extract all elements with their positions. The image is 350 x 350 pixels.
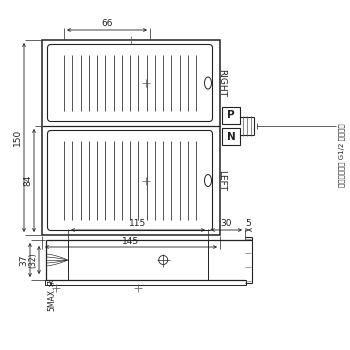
Text: 115: 115 [130, 219, 147, 229]
Text: 145: 145 [122, 237, 140, 245]
Text: RIGHT: RIGHT [217, 69, 226, 97]
Text: 7: 7 [47, 280, 56, 285]
Text: 30: 30 [221, 219, 232, 229]
Bar [222, 107, 240, 124]
Text: 5MAX.: 5MAX. [47, 287, 56, 312]
Text: 37: 37 [19, 254, 28, 266]
Text: 管用平行ネジ G1/2 コネクタ: 管用平行ネジ G1/2 コネクタ [339, 123, 345, 187]
Text: N: N [227, 132, 235, 141]
Bar [222, 128, 240, 145]
Text: LEFT: LEFT [217, 170, 226, 191]
Bar [45, 280, 246, 285]
Text: 66: 66 [101, 20, 113, 28]
Text: 84: 84 [23, 175, 32, 186]
Text: P: P [227, 111, 235, 120]
Text: 150: 150 [13, 129, 22, 146]
Text: 5: 5 [246, 219, 251, 229]
Text: (32): (32) [28, 252, 37, 268]
Bar [42, 40, 220, 235]
